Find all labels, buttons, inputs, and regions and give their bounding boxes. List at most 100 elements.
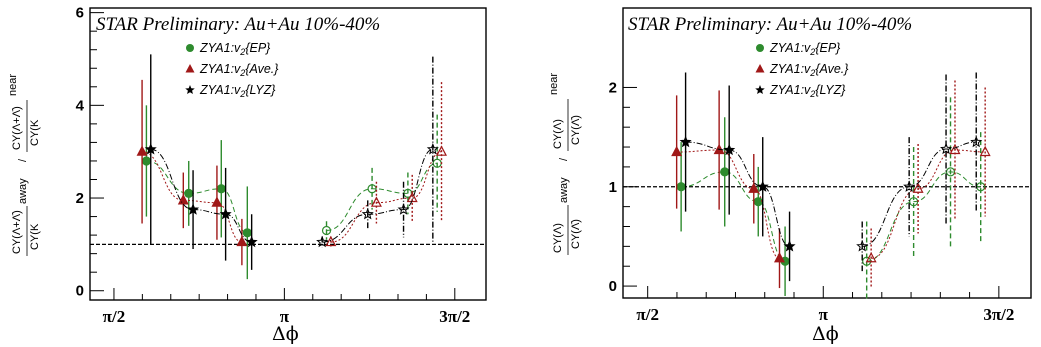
left-data-point-triangle: [236, 235, 248, 247]
right-data-point-triangle: [865, 251, 877, 263]
left-ylabel-slash: /: [17, 158, 29, 162]
left-data-point-star: [361, 207, 374, 220]
right-series-curve: [685, 141, 790, 247]
right-x-tick-label: 3π/2: [983, 305, 1014, 324]
right-legend-text-part: {LYZ}: [815, 83, 845, 97]
left-data-point-circle: [242, 228, 252, 238]
right-data-point-triangle: [671, 145, 683, 157]
left-legend-text-part: {Ave.}: [245, 62, 278, 76]
right-data-point-triangle: [979, 145, 991, 157]
left-legend-label: ZYA1:v2{LYZ}: [199, 83, 275, 99]
right-data-point-triangle: [912, 182, 924, 193]
left-data-point-star: [187, 203, 200, 215]
left-series-curve: [150, 148, 252, 243]
left-data-point-circle: [141, 156, 152, 166]
right-ylabel-away-tag: away: [558, 177, 570, 203]
left-legend-text-part: ZYA1:v: [199, 83, 241, 97]
left-plot-frame: [89, 7, 487, 301]
right-data-point-star: [723, 143, 736, 156]
left-series-curve: [330, 151, 442, 243]
left-ylabel-away-denominator: CY(K: [29, 223, 41, 250]
right-x-axis-label: Δϕ: [812, 323, 839, 345]
right-legend-text-part: {EP}: [815, 41, 840, 55]
right-chart-title: STAR Preliminary: Au+Au 10%-40%: [628, 14, 912, 35]
left-legend-text-part: ZYA1:v: [199, 41, 241, 55]
left-data-point-star: [316, 235, 329, 248]
left-data-point-star: [144, 143, 157, 155]
right-ylabel-away-numerator: CY(Λ): [552, 223, 564, 253]
left-ylabel-away-tag: away: [17, 178, 29, 204]
left-data-point-circle: [184, 188, 194, 198]
left-ylabel-near-denominator: CY(K: [29, 119, 41, 146]
right-data-point-circle: [720, 167, 730, 177]
right-ylabel-slash: /: [558, 157, 570, 161]
right-data-point-circle: [753, 197, 763, 207]
right-series-curve: [676, 149, 780, 259]
right-y-tick-label: 0: [609, 278, 617, 295]
left-series-curve: [142, 151, 243, 243]
left-data-point-circle: [367, 184, 377, 194]
left-legend-text-part: {LYZ}: [245, 83, 275, 97]
left-data-point-circle: [321, 225, 332, 236]
left-data-point-triangle: [370, 196, 382, 207]
right-x-tick-label: π/2: [636, 305, 659, 324]
left-x-axis-label: Δϕ: [272, 323, 299, 345]
right-legend-marker-star: [755, 85, 765, 95]
left-chart-panel: STAR Preliminary: Au+Au 10%-40% Δϕ 0 2 4 6 π…: [7, 5, 487, 345]
right-legend-marker-triangle: [755, 64, 765, 73]
left-data-point-star: [245, 235, 258, 248]
left-legend-marker-circle: [186, 44, 194, 52]
right-legend-label: ZYA1:v2{EP}: [769, 41, 840, 57]
left-data-point-star: [397, 203, 410, 215]
right-y-tick-label: 1: [609, 179, 617, 196]
right-x-tick-label: π: [819, 305, 829, 324]
left-y-axis-label: CY(Λ+Λ̄) away CY(K / CY(Λ+Λ̄) near CY(K: [7, 74, 41, 256]
right-data-point-triangle: [773, 251, 785, 263]
left-legend-text-part: 2: [239, 68, 245, 78]
left-y-tick-label: 2: [76, 190, 84, 207]
left-legend-text-part: 2: [239, 89, 245, 99]
right-legend-label: ZYA1:v2{LYZ}: [769, 83, 845, 99]
right-data-point-triangle: [748, 182, 760, 193]
left-data-point-triangle: [136, 145, 148, 156]
right-y-tick-label: 2: [609, 79, 617, 96]
left-data-point-star: [426, 143, 439, 155]
left-data-point-triangle: [436, 145, 448, 156]
left-legend-text-part: {EP}: [245, 41, 270, 55]
left-legend-text-part: 2: [239, 47, 245, 57]
left-x-tick-label: π: [280, 307, 290, 326]
right-series-curve: [866, 171, 981, 262]
right-legend-text-part: ZYA1:v: [769, 62, 811, 76]
left-data-point-circle: [216, 184, 226, 194]
right-series-curve: [871, 149, 986, 259]
right-ylabel-near-numerator: CY(Λ): [552, 119, 564, 149]
left-legend-marker-triangle: [185, 64, 195, 73]
left-legend-text-part: ZYA1:v: [199, 62, 241, 76]
left-legend-label: ZYA1:v2{EP}: [199, 41, 270, 57]
left-ylabel-near-numerator: CY(Λ+Λ̄): [11, 106, 23, 150]
right-series-curve: [681, 171, 786, 262]
right-series-curve: [862, 141, 977, 247]
right-ylabel-near-tag: near: [548, 73, 560, 95]
left-ylabel-away-numerator: CY(Λ+Λ̄): [11, 210, 23, 254]
left-data-point-triangle: [325, 235, 337, 247]
right-legend-text-part: 2: [809, 68, 815, 78]
right-legend-text-part: ZYA1:v: [769, 41, 811, 55]
left-data-point-star: [219, 207, 232, 220]
left-legend-label: ZYA1:v2{Ave.}: [199, 62, 278, 78]
left-chart-title: STAR Preliminary: Au+Au 10%-40%: [96, 14, 380, 35]
right-data-point-star: [970, 135, 983, 148]
left-legend-marker-star: [185, 85, 195, 95]
right-chart-panel: STAR Preliminary: Au+Au 10%-40% Δϕ 012π/…: [548, 7, 1032, 345]
right-legend-label: ZYA1:v2{Ave.}: [769, 62, 848, 78]
right-data-point-circle: [945, 167, 956, 177]
right-data-point-circle: [676, 182, 686, 192]
left-ylabel-near-tag: near: [7, 74, 19, 96]
left-y-tick-label: 0: [76, 283, 84, 300]
right-legend-text-part: 2: [809, 47, 815, 57]
left-series-curve: [322, 148, 433, 243]
left-x-tick-label: π/2: [103, 307, 126, 326]
left-series-curve: [146, 160, 248, 234]
right-data-point-star: [783, 240, 796, 252]
